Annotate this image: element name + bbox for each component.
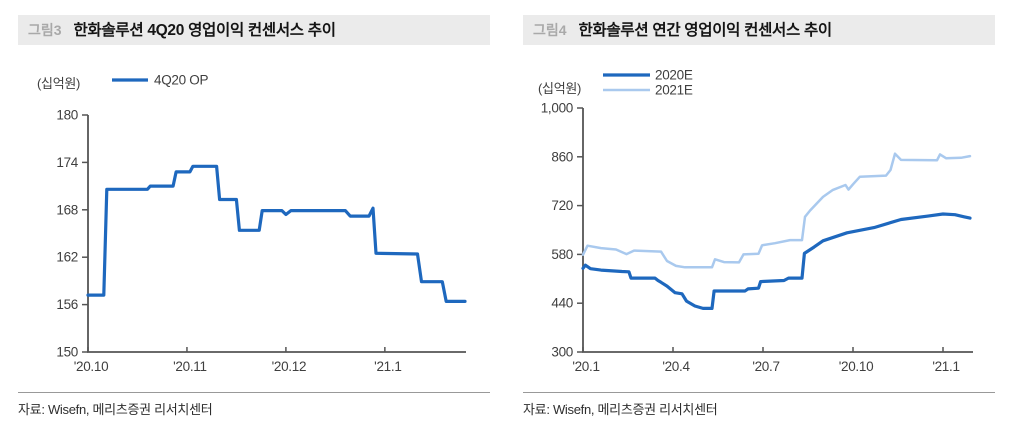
series-line-2020E bbox=[581, 212, 972, 310]
figure-4q20-consensus: 그림3 한화솔루션 4Q20 영업이익 컨센서스 추이 (십억원) 150 156 1… bbox=[18, 15, 490, 418]
x-axis-tick-label: '20.1 bbox=[572, 359, 599, 374]
y-axis-tick-label: 580 bbox=[551, 247, 573, 262]
series-line-4Q20 OP bbox=[86, 164, 467, 303]
y-axis-tick-label: 440 bbox=[551, 296, 573, 311]
figure-annual-consensus: 그림4 한화솔루션 연간 영업이익 컨센서스 추이 (십억원) 300 440 580… bbox=[523, 15, 995, 418]
figure-title: 한화솔루션 연간 영업이익 컨센서스 추이 bbox=[578, 22, 833, 39]
y-axis-tick-label: 174 bbox=[56, 155, 78, 170]
legend-label-2020E: 2020E bbox=[655, 68, 693, 83]
axis-lines bbox=[582, 108, 973, 353]
axis-lines bbox=[87, 115, 466, 353]
source-note: 자료: Wisefn, 메리츠증권 리서치센터 bbox=[523, 392, 995, 418]
x-axis-tick-label: '20.7 bbox=[752, 359, 779, 374]
x-axis-tick-label: '20.11 bbox=[173, 359, 207, 374]
figure-title: 한화솔루션 4Q20 영업이익 컨센서스 추이 bbox=[73, 22, 336, 39]
chart-area: (십억원) 300 440 580 720 860 1,000 '20.1 '20.4 '20.… bbox=[523, 45, 995, 392]
x-axis-tick-label: '20.4 bbox=[662, 359, 690, 374]
chart-area: (십억원) 150 156 162 168 174 180 '20.10 '20.11 '20.… bbox=[18, 45, 490, 392]
y-axis-tick-label: 162 bbox=[56, 250, 78, 265]
figure-header: 그림3 한화솔루션 4Q20 영업이익 컨센서스 추이 bbox=[18, 15, 490, 45]
source-text: 자료: Wisefn, 메리츠증권 리서치센터 bbox=[18, 402, 213, 417]
x-axis-tick-label: '20.10 bbox=[74, 359, 109, 374]
source-note: 자료: Wisefn, 메리츠증권 리서치센터 bbox=[18, 392, 490, 418]
figure-tag: 그림3 bbox=[28, 22, 62, 38]
y-axis-tick-label: 1,000 bbox=[541, 101, 573, 116]
line-chart-annual-op: 300 440 580 720 860 1,000 '20.1 '20.4 '20.7 '20.1… bbox=[541, 68, 973, 374]
y-axis-tick-label: 168 bbox=[56, 202, 78, 217]
legend-label-4Q20 OP: 4Q20 OP bbox=[154, 73, 208, 88]
figure-header: 그림4 한화솔루션 연간 영업이익 컨센서스 추이 bbox=[523, 15, 995, 45]
y-axis-tick-label: 156 bbox=[56, 297, 78, 312]
y-axis-tick-label: 300 bbox=[551, 345, 573, 360]
line-chart-4q20-op: 150 156 162 168 174 180 '20.10 '20.11 '20.12 '21.… bbox=[56, 73, 467, 374]
y-axis-tick-label: 180 bbox=[56, 108, 78, 123]
y-axis-tick-label: 860 bbox=[551, 149, 573, 164]
x-axis-tick-label: '20.12 bbox=[272, 359, 307, 374]
legend-label-2021E: 2021E bbox=[655, 83, 693, 98]
y-axis-unit-label: (십억원) bbox=[538, 81, 582, 96]
x-axis-tick-label: '21.1 bbox=[374, 359, 401, 374]
series-line-2021E bbox=[581, 152, 972, 269]
y-axis-unit-label: (십억원) bbox=[37, 76, 81, 91]
figure-tag: 그림4 bbox=[533, 22, 567, 38]
y-axis-tick-label: 720 bbox=[551, 198, 573, 213]
x-axis-tick-label: '20.10 bbox=[839, 359, 874, 374]
source-text: 자료: Wisefn, 메리츠증권 리서치센터 bbox=[523, 402, 718, 417]
x-axis-tick-label: '21.1 bbox=[932, 359, 959, 374]
y-axis-tick-label: 150 bbox=[56, 345, 78, 360]
